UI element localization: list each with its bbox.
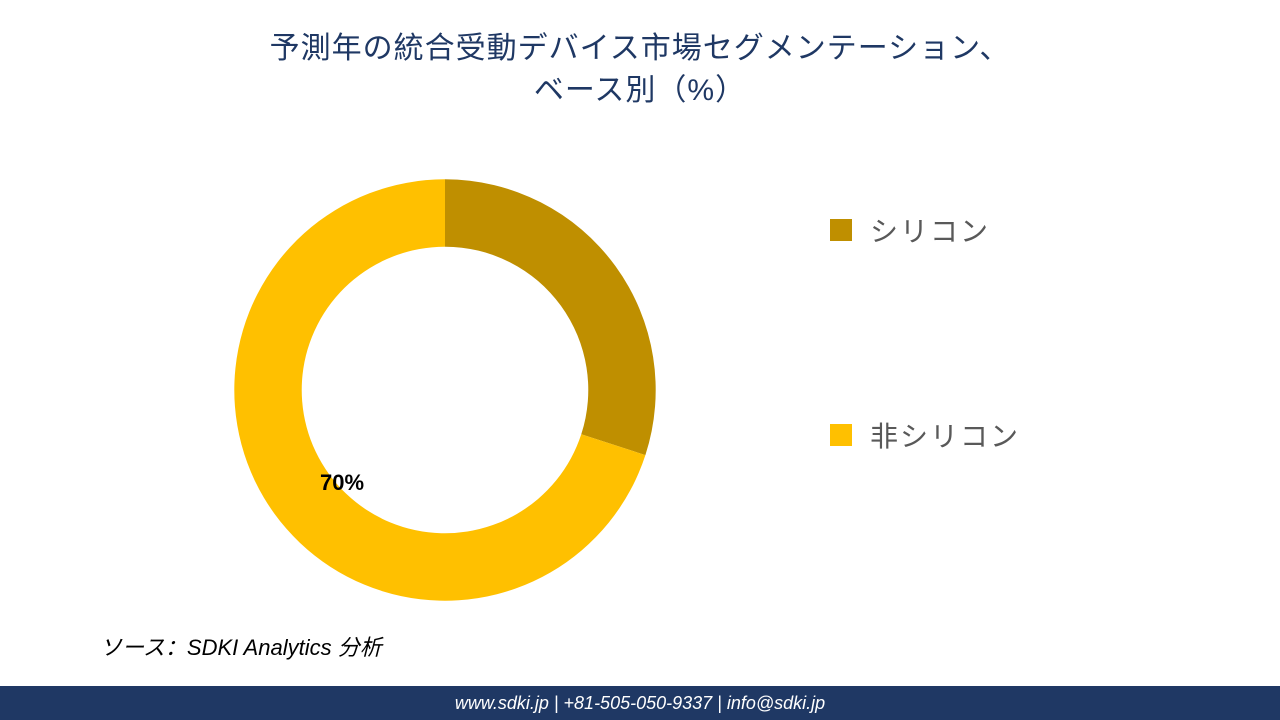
donut-chart-container: 70% <box>230 175 660 605</box>
donut-chart-svg <box>230 175 660 605</box>
legend-label: 非シリコン <box>870 415 1020 455</box>
source-attribution: ソース：SDKI Analytics 分析 <box>100 630 382 662</box>
title-line-1: 予測年の統合受動デバイス市場セグメンテーション、 <box>270 32 1011 65</box>
legend-swatch-icon <box>830 424 852 446</box>
legend-item-0: シリコン <box>830 210 1130 250</box>
legend-label: シリコン <box>870 210 990 250</box>
chart-title: 予測年の統合受動デバイス市場セグメンテーション、 ベース別（%） <box>0 0 1280 112</box>
legend-item-1: 非シリコン <box>830 415 1130 455</box>
chart-legend: シリコン非シリコン <box>830 210 1130 620</box>
donut-segment-0 <box>445 179 656 455</box>
data-label-0: 70% <box>320 470 364 496</box>
title-line-2: ベース別（%） <box>534 74 746 107</box>
legend-swatch-icon <box>830 219 852 241</box>
footer-bar: www.sdki.jp | +81-505-050-9337 | info@sd… <box>0 686 1280 720</box>
